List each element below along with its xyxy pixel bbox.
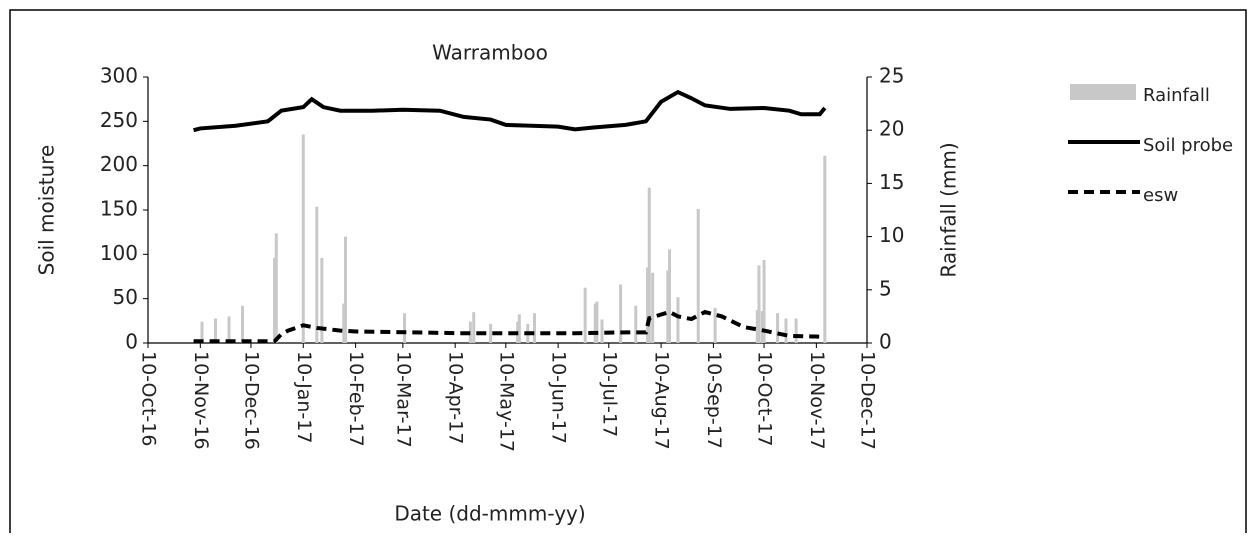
bar xyxy=(593,303,597,343)
bar xyxy=(227,316,231,343)
x-tick-label: 10-Nov-16 xyxy=(190,351,212,450)
bar xyxy=(647,187,651,343)
bar xyxy=(517,314,521,343)
bar xyxy=(320,257,324,343)
y-tick-label: 300 xyxy=(100,64,138,88)
bar xyxy=(823,155,827,343)
bar xyxy=(273,257,277,343)
bar xyxy=(200,321,204,343)
bar xyxy=(583,287,587,343)
bar xyxy=(755,310,759,343)
x-tick-label: 10-Aug-17 xyxy=(651,351,673,450)
y-tick-label: 100 xyxy=(100,241,138,265)
bar xyxy=(757,265,761,343)
bar xyxy=(668,249,672,343)
bar xyxy=(301,134,305,343)
bar xyxy=(784,318,788,343)
x-tick-label: 10-Oct-16 xyxy=(138,351,160,446)
bar xyxy=(315,206,319,343)
bar xyxy=(713,307,717,343)
y2-tick-label: 15 xyxy=(879,170,904,194)
bar xyxy=(762,260,766,343)
bar xyxy=(472,312,476,343)
bar xyxy=(342,303,346,343)
bar xyxy=(214,318,218,343)
y-tick-label: 150 xyxy=(100,197,138,221)
y-tick-label: 50 xyxy=(113,285,138,309)
line xyxy=(193,89,827,133)
x-tick-label: 10-May-17 xyxy=(495,351,517,452)
x-tick-label: 10-Apr-17 xyxy=(445,351,467,444)
bar xyxy=(696,208,700,343)
bar xyxy=(595,301,599,343)
x-tick-label: 10-Jun-17 xyxy=(548,351,570,444)
x-tick-label: 10-Oct-17 xyxy=(754,351,776,446)
y-tick-label: 0 xyxy=(125,330,138,354)
bar xyxy=(776,313,780,343)
y2-tick-label: 10 xyxy=(879,223,904,247)
y2-tick-label: 25 xyxy=(879,64,904,88)
bar xyxy=(533,313,537,343)
bar xyxy=(676,297,680,343)
chart-title: Warramboo xyxy=(432,41,548,65)
bar xyxy=(646,267,650,343)
legend-swatch xyxy=(1070,84,1136,100)
bar xyxy=(600,319,604,343)
x-tick-label: 10-Nov-17 xyxy=(806,351,828,450)
y2-tick-label: 0 xyxy=(879,330,892,354)
bar xyxy=(489,323,493,343)
bar xyxy=(760,311,764,343)
x-tick-label: 10-Dec-16 xyxy=(240,351,262,450)
y2-tick-label: 5 xyxy=(879,276,892,300)
bar xyxy=(619,284,623,343)
bar xyxy=(794,318,798,343)
x-tick-label: 10-Dec-17 xyxy=(857,351,879,450)
bar xyxy=(274,233,278,343)
x-axis-label: Date (dd-mmm-yy) xyxy=(394,502,585,526)
frame xyxy=(9,9,1247,537)
bar xyxy=(241,305,245,343)
bar xyxy=(468,321,472,343)
x-tick-label: 10-Sep-17 xyxy=(703,351,725,449)
x-tick-label: 10-Jan-17 xyxy=(293,351,315,443)
bar xyxy=(343,236,347,343)
y2-axis-label: Rainfall (mm) xyxy=(937,142,961,277)
y-axis-label: Soil moisture xyxy=(35,145,59,276)
y2-tick-label: 20 xyxy=(879,117,904,141)
x-tick-label: 10-Feb-17 xyxy=(345,351,367,447)
line xyxy=(193,309,825,344)
bar xyxy=(634,305,638,343)
bar xyxy=(651,272,655,343)
legend-label: esw xyxy=(1143,185,1178,206)
bar xyxy=(403,313,407,343)
y-tick-label: 250 xyxy=(100,108,138,132)
x-tick-label: 10-Jul-17 xyxy=(598,351,620,437)
y-tick-label: 200 xyxy=(100,152,138,176)
legend-label: Soil probe xyxy=(1143,135,1233,156)
bar xyxy=(666,270,670,343)
legend-label: Rainfall xyxy=(1143,85,1210,106)
x-tick-label: 10-Mar-17 xyxy=(392,351,414,448)
